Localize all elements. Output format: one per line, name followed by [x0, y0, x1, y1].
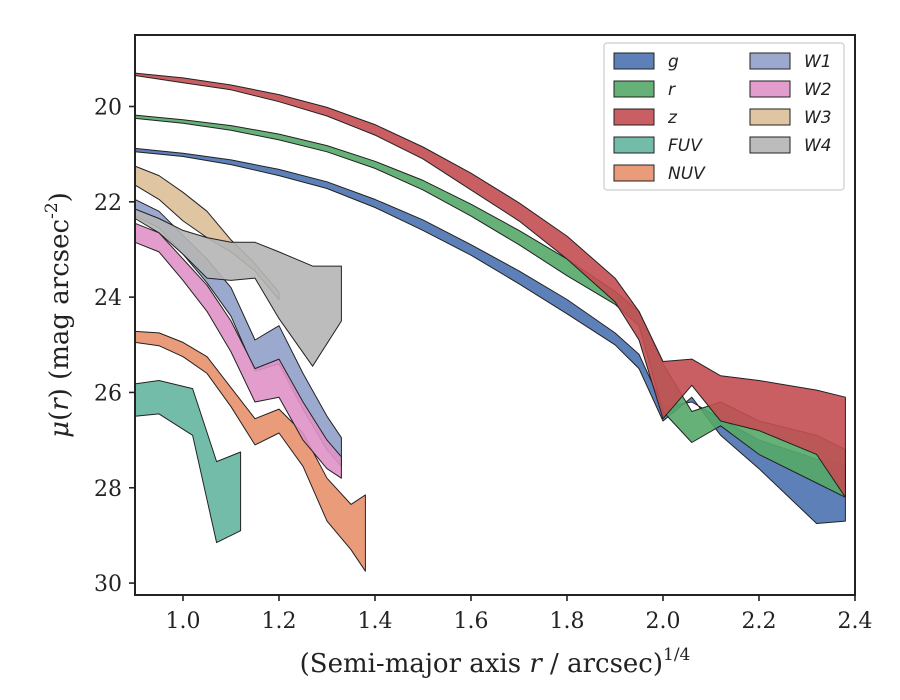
x-tick-label: 2.2 [742, 609, 777, 634]
legend-label-r: r [668, 80, 676, 100]
x-axis-label: (Semi-major axis r / arcsec)1/4 [300, 645, 691, 679]
y-tick-label: 22 [94, 191, 122, 216]
legend-swatch-fuv [613, 136, 655, 154]
band-w4 [134, 208, 342, 367]
legend-swatch-w4 [749, 136, 791, 154]
x-tick-label: 2.0 [646, 609, 681, 634]
legend-label-g: g [668, 52, 679, 72]
legend-swatch-nuv [613, 164, 655, 182]
legend-label-nuv: NUV [668, 164, 706, 184]
band-fuv [134, 380, 242, 544]
legend-swatch-g [613, 52, 655, 70]
legend-label-w3: W3 [804, 108, 832, 128]
band-z [134, 72, 846, 498]
legend-swatch-w1 [749, 52, 791, 70]
legend-label-z: z [667, 108, 678, 128]
legend-label-fuv: FUV [668, 136, 703, 156]
x-tick-label: 2.4 [838, 609, 873, 634]
legend-swatch-w2 [749, 80, 791, 98]
y-tick-label: 26 [94, 381, 122, 406]
x-tick-label: 1.0 [166, 609, 201, 634]
band-w2 [134, 222, 342, 479]
y-tick-label: 28 [94, 477, 122, 502]
legend-label-w4: W4 [804, 136, 832, 156]
y-axis-label: μ(r) (mag arcsec-2) [42, 192, 75, 438]
plot-frame [134, 34, 856, 596]
legend: grz FUV NUV W1 W2 W3 W4 [603, 42, 845, 191]
legend-label-w2: W2 [804, 80, 832, 100]
x-tick-label: 1.4 [358, 609, 393, 634]
legend-swatch-r [613, 80, 655, 98]
profile-bands [134, 72, 846, 572]
y-tick-label: 24 [94, 286, 122, 311]
x-tick-label: 1.8 [550, 609, 585, 634]
x-tick-label: 1.2 [262, 609, 297, 634]
legend-swatch-w3 [749, 108, 791, 126]
y-tick-label: 30 [94, 572, 122, 597]
y-tick-label: 20 [94, 95, 122, 120]
x-tick-label: 1.6 [454, 609, 489, 634]
band-g [134, 147, 846, 524]
axis-ticks: 1.0 1.2 1.4 1.6 1.8 2.0 2.2 2.4 20 22 24 26 28 30 [94, 95, 873, 634]
legend-label-w1: W1 [804, 52, 832, 72]
legend-swatch-z [613, 108, 655, 126]
band-nuv [134, 330, 366, 572]
